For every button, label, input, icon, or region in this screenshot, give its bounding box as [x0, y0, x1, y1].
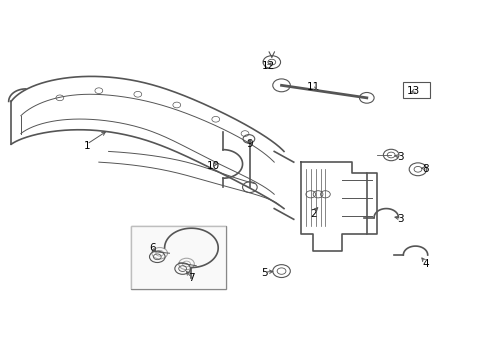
- Text: 2: 2: [310, 209, 317, 219]
- Text: 7: 7: [188, 273, 195, 283]
- Text: 12: 12: [262, 61, 275, 71]
- Text: 11: 11: [307, 82, 320, 92]
- Text: 13: 13: [407, 86, 420, 96]
- Bar: [130, 226, 225, 289]
- Text: 3: 3: [397, 214, 404, 224]
- Bar: [130, 226, 225, 289]
- Text: 8: 8: [422, 164, 429, 174]
- Text: 9: 9: [246, 139, 253, 149]
- Text: 6: 6: [149, 243, 156, 253]
- Text: 10: 10: [207, 161, 220, 171]
- Text: 5: 5: [261, 268, 268, 278]
- Text: 4: 4: [422, 259, 429, 269]
- Text: 1: 1: [83, 141, 90, 151]
- Text: 3: 3: [397, 152, 404, 162]
